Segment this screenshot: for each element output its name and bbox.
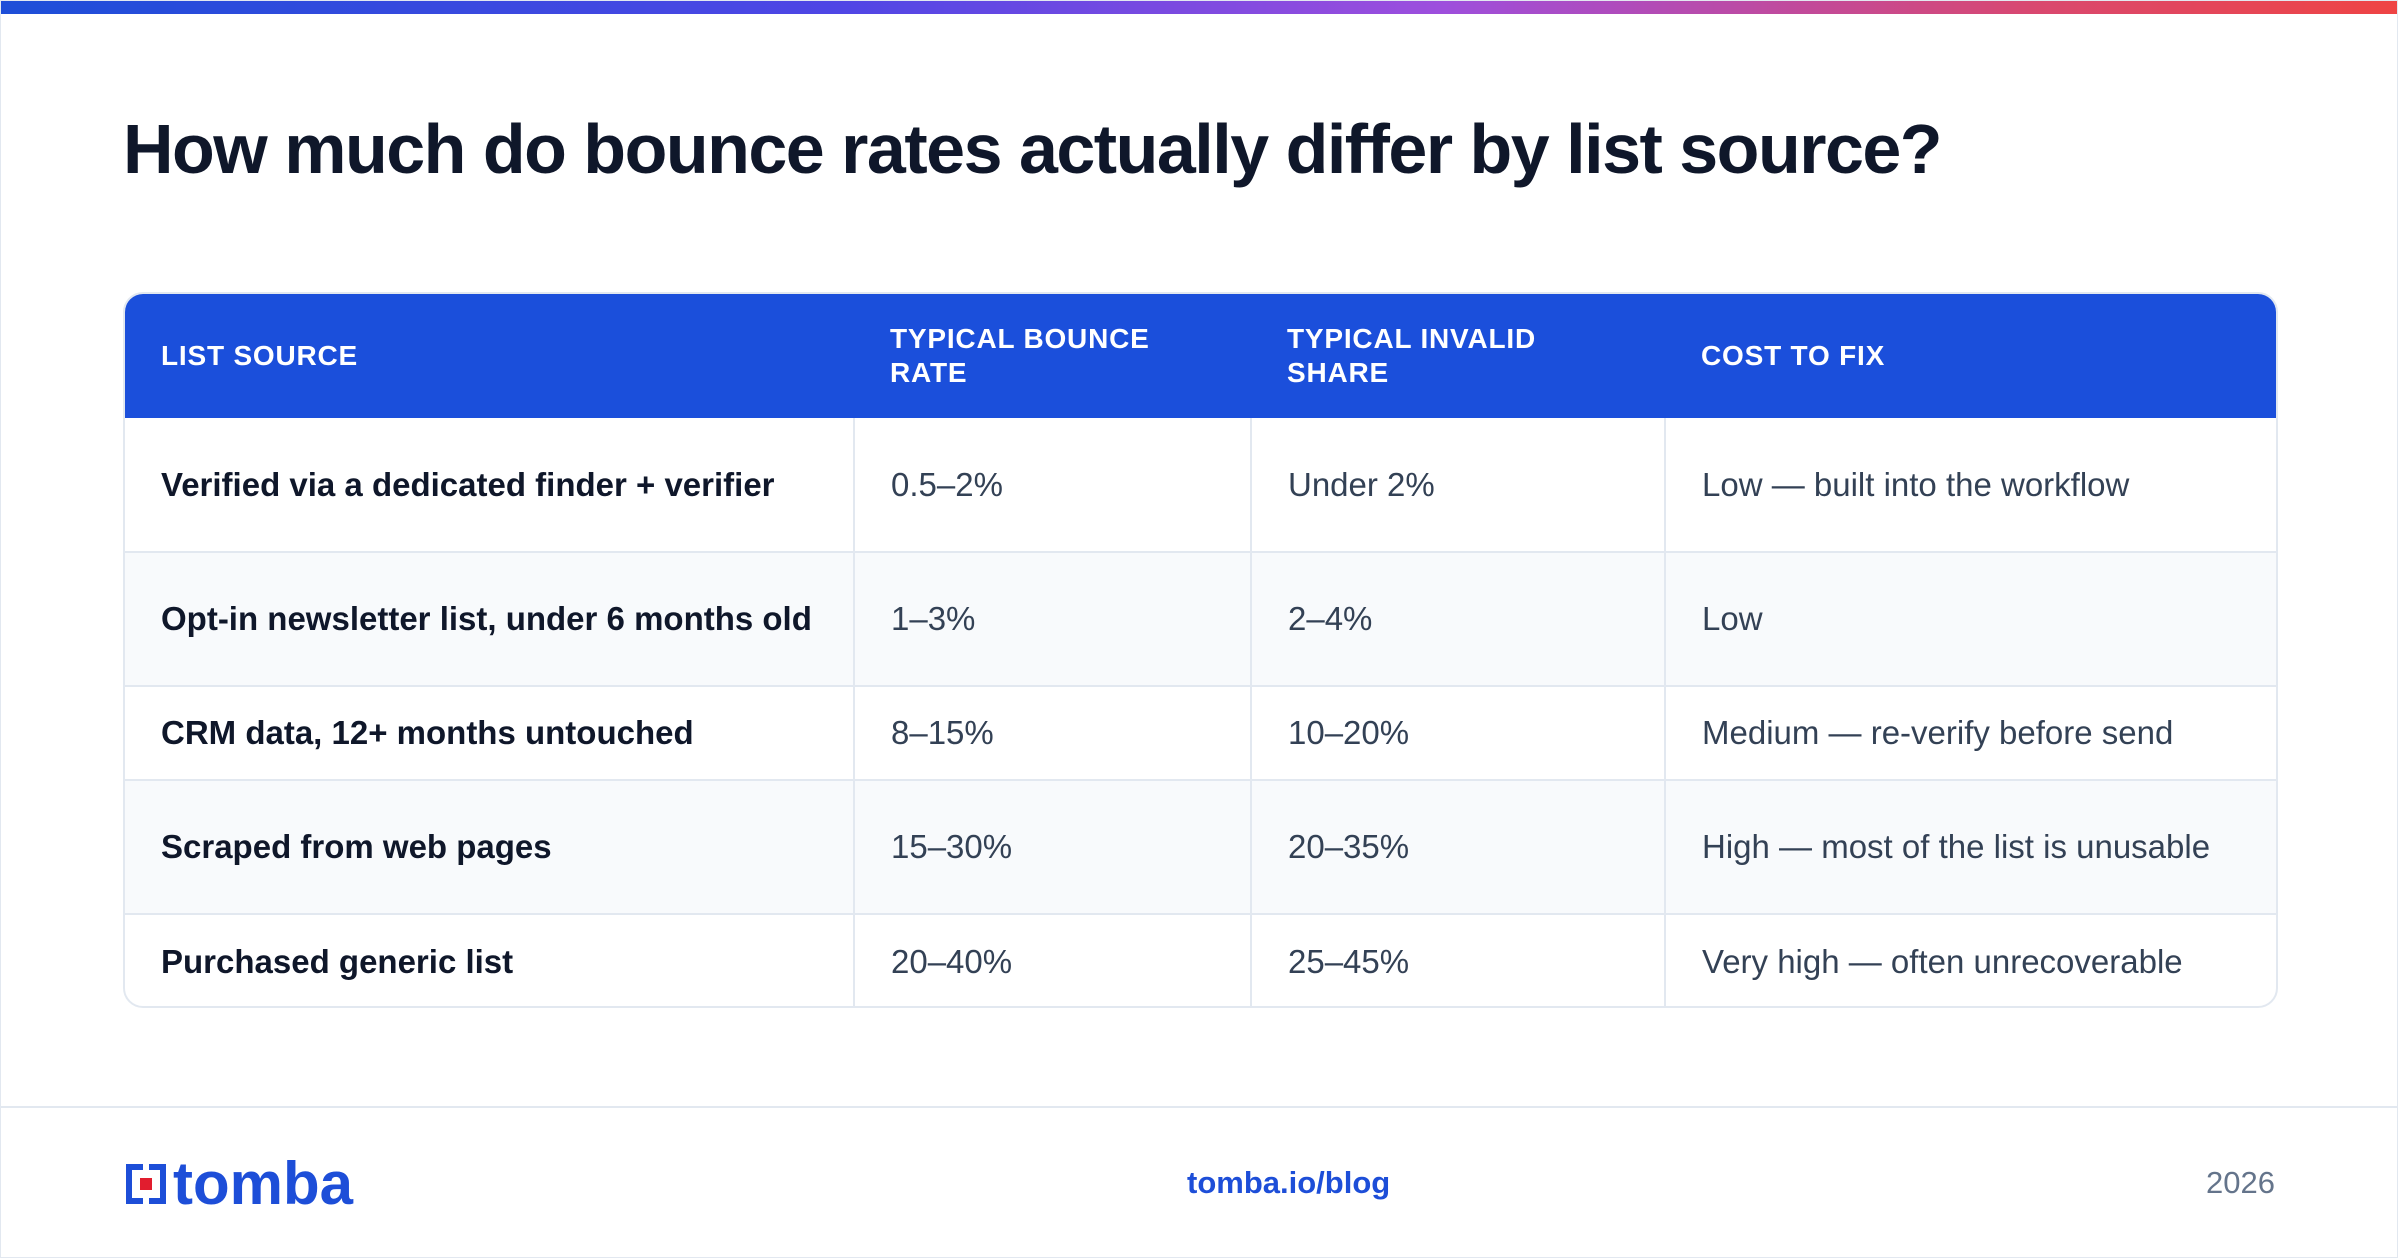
column-header-invalid-share: TYPICAL INVALID SHARE bbox=[1287, 323, 1536, 388]
cell-invalid-share: 10–20% bbox=[1250, 685, 1665, 780]
cell-bounce-rate: 1–3% bbox=[853, 551, 1251, 686]
table-row: Verified via a dedicated finder + verifi… bbox=[125, 418, 2276, 552]
cell-bounce-rate: 20–40% bbox=[853, 913, 1251, 1006]
footer-divider bbox=[1, 1106, 2397, 1108]
cell-invalid-share: 2–4% bbox=[1250, 551, 1665, 686]
cell-list-source: CRM data, 12+ months untouched bbox=[125, 685, 854, 780]
footer-year: 2026 bbox=[2206, 1165, 2275, 1200]
footer-url-link[interactable]: tomba.io/blog bbox=[1187, 1165, 1391, 1200]
cell-cost-to-fix: Low bbox=[1664, 551, 2276, 686]
top-gradient-bar bbox=[1, 1, 2397, 14]
tomba-logo-icon bbox=[126, 1164, 166, 1204]
logo-wordmark: tomba bbox=[173, 1150, 353, 1217]
column-header-bounce-rate: TYPICAL BOUNCE RATE bbox=[890, 323, 1150, 388]
cell-cost-to-fix: Medium — re-verify before send bbox=[1664, 685, 2276, 780]
table-row: Opt-in newsletter list, under 6 months o… bbox=[125, 551, 2276, 686]
table-row: Purchased generic list 20–40% 25–45% Ver… bbox=[125, 913, 2276, 1006]
cell-bounce-rate: 15–30% bbox=[853, 779, 1251, 914]
cell-list-source: Verified via a dedicated finder + verifi… bbox=[161, 465, 775, 503]
column-header-cost-to-fix: COST TO FIX bbox=[1701, 340, 1886, 371]
column-header-list-source: LIST SOURCE bbox=[161, 340, 359, 371]
table-row: CRM data, 12+ months untouched 8–15% 10–… bbox=[125, 685, 2276, 780]
cell-list-source: Scraped from web pages bbox=[125, 779, 854, 914]
cell-bounce-rate: 0.5–2% bbox=[853, 418, 1251, 552]
cell-list-source: Purchased generic list bbox=[125, 913, 854, 1006]
cell-cost-to-fix: High — most of the list is unusable bbox=[1664, 779, 2276, 914]
table-header-row: LIST SOURCE TYPICAL BOUNCE RATE TYPICAL … bbox=[125, 294, 2276, 418]
comparison-table: LIST SOURCE TYPICAL BOUNCE RATE TYPICAL … bbox=[123, 292, 2278, 1008]
cell-invalid-share: Under 2% bbox=[1250, 418, 1665, 552]
table-row: Scraped from web pages 15–30% 20–35% Hig… bbox=[125, 779, 2276, 914]
cell-invalid-share: 25–45% bbox=[1250, 913, 1665, 1006]
brand-logo: tomba bbox=[123, 1150, 353, 1217]
cell-invalid-share: 20–35% bbox=[1250, 779, 1665, 914]
cell-cost-to-fix: Very high — often unrecoverable bbox=[1664, 913, 2276, 1006]
cell-bounce-rate: 8–15% bbox=[853, 685, 1251, 780]
cell-cost-to-fix: Low — built into the workflow bbox=[1664, 418, 2276, 552]
page-title: How much do bounce rates actually differ… bbox=[123, 110, 1943, 188]
cell-list-source: Opt-in newsletter list, under 6 months o… bbox=[125, 551, 854, 686]
